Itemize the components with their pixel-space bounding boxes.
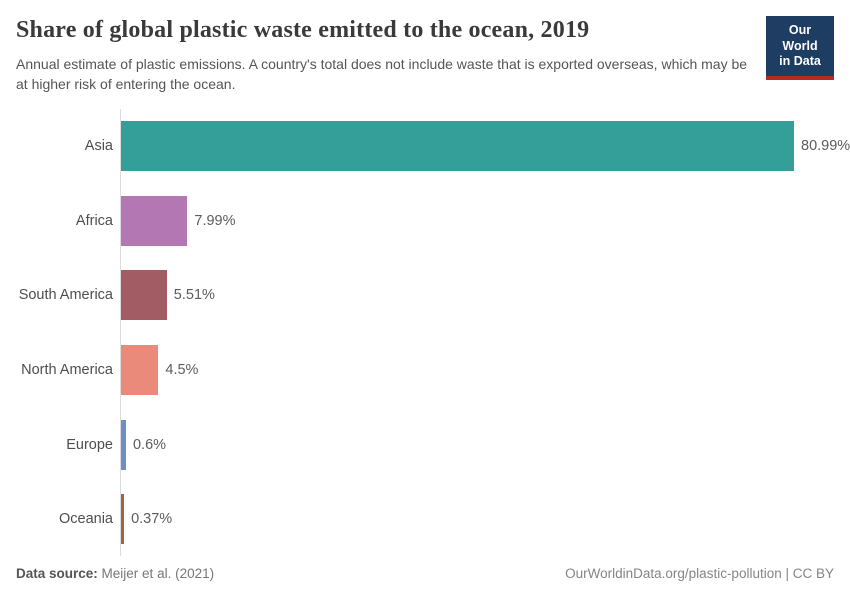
credit-link[interactable]: OurWorldinData.org/plastic-pollution | C… [565,566,834,582]
plot-area: 7.99% [120,183,834,259]
chart-row-europe: Europe 0.6% [16,407,834,482]
owid-logo-text: Our World in Data [766,16,834,76]
owid-logo[interactable]: Our World in Data [766,16,834,80]
chart-row-south-america: South America 5.51% [16,258,834,333]
chart-header: Share of global plastic waste emitted to… [16,12,834,94]
chart-footer: Data source: Meijer et al. (2021) OurWor… [16,556,834,587]
value-label-north-america: 4.5% [165,361,199,378]
category-label-north-america: North America [21,361,113,378]
chart-row-africa: Africa 7.99% [16,183,834,259]
plot-area: 80.99% [120,108,850,184]
category-label-asia: Asia [84,138,113,155]
owid-logo-line1: Our World [782,23,818,53]
bar-oceania[interactable] [121,494,125,545]
bar-africa[interactable] [121,195,188,246]
owid-logo-accent-bar [766,75,834,80]
chart-row-asia: Asia 80.99% [16,108,850,184]
category-label-europe: Europe [66,436,113,453]
chart-row-oceania: Oceania 0.37% [16,481,834,557]
chart-subtitle: Annual estimate of plastic emissions. A … [16,55,748,92]
value-label-south-america: 5.51% [173,287,215,304]
plot-area: 0.37% [120,481,834,557]
plot-area: 4.5% [120,332,834,408]
owid-logo-line2: in Data [779,54,821,69]
plot-area: 0.6% [120,407,834,482]
bar-europe[interactable] [121,419,126,470]
chart-rows: Asia 80.99% Africa 7.99% South America 5.51% N… [16,108,850,557]
category-label-south-america: South America [18,287,113,304]
bar-asia[interactable] [121,121,794,172]
bar-chart: Asia 80.99% Africa 7.99% South America 5.51% N… [16,108,850,557]
data-source-value: Meijer et al. (2021) [101,566,215,582]
category-label-oceania: Oceania [58,511,113,528]
data-source: Data source: Meijer et al. (2021) [16,566,214,581]
title-block: Share of global plastic waste emitted to… [16,12,754,94]
bar-north-america[interactable] [121,344,159,395]
bar-south-america[interactable] [121,270,167,321]
value-label-asia: 80.99% [801,138,850,155]
plot-area: 5.51% [120,258,834,333]
category-label-africa: Africa [75,212,113,229]
chart-row-north-america: North America 4.5% [16,332,834,408]
value-label-europe: 0.6% [132,436,167,453]
value-label-africa: 7.99% [194,212,236,229]
page-title: Share of global plastic waste emitted to… [16,17,590,43]
value-label-oceania: 0.37% [131,511,173,528]
data-source-label: Data source: [16,566,98,582]
